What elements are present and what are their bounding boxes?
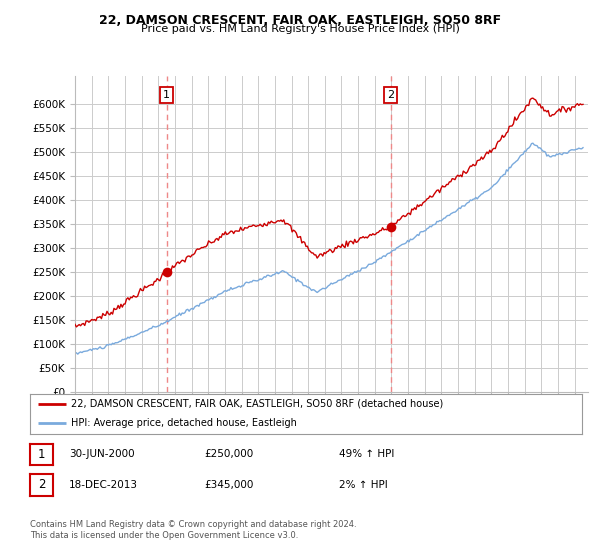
Text: Contains HM Land Registry data © Crown copyright and database right 2024.: Contains HM Land Registry data © Crown c… xyxy=(30,520,356,529)
Text: 18-DEC-2013: 18-DEC-2013 xyxy=(69,480,138,490)
Text: 1: 1 xyxy=(38,447,45,461)
Text: 49% ↑ HPI: 49% ↑ HPI xyxy=(339,449,394,459)
Text: HPI: Average price, detached house, Eastleigh: HPI: Average price, detached house, East… xyxy=(71,418,297,428)
Text: 22, DAMSON CRESCENT, FAIR OAK, EASTLEIGH, SO50 8RF (detached house): 22, DAMSON CRESCENT, FAIR OAK, EASTLEIGH… xyxy=(71,399,443,409)
Text: This data is licensed under the Open Government Licence v3.0.: This data is licensed under the Open Gov… xyxy=(30,531,298,540)
Text: 2% ↑ HPI: 2% ↑ HPI xyxy=(339,480,388,490)
Text: 1: 1 xyxy=(163,90,170,100)
Text: 2: 2 xyxy=(38,478,45,492)
Text: £345,000: £345,000 xyxy=(204,480,253,490)
Text: 2: 2 xyxy=(387,90,394,100)
Text: £250,000: £250,000 xyxy=(204,449,253,459)
Text: 22, DAMSON CRESCENT, FAIR OAK, EASTLEIGH, SO50 8RF: 22, DAMSON CRESCENT, FAIR OAK, EASTLEIGH… xyxy=(99,14,501,27)
Text: 30-JUN-2000: 30-JUN-2000 xyxy=(69,449,134,459)
Text: Price paid vs. HM Land Registry's House Price Index (HPI): Price paid vs. HM Land Registry's House … xyxy=(140,24,460,34)
